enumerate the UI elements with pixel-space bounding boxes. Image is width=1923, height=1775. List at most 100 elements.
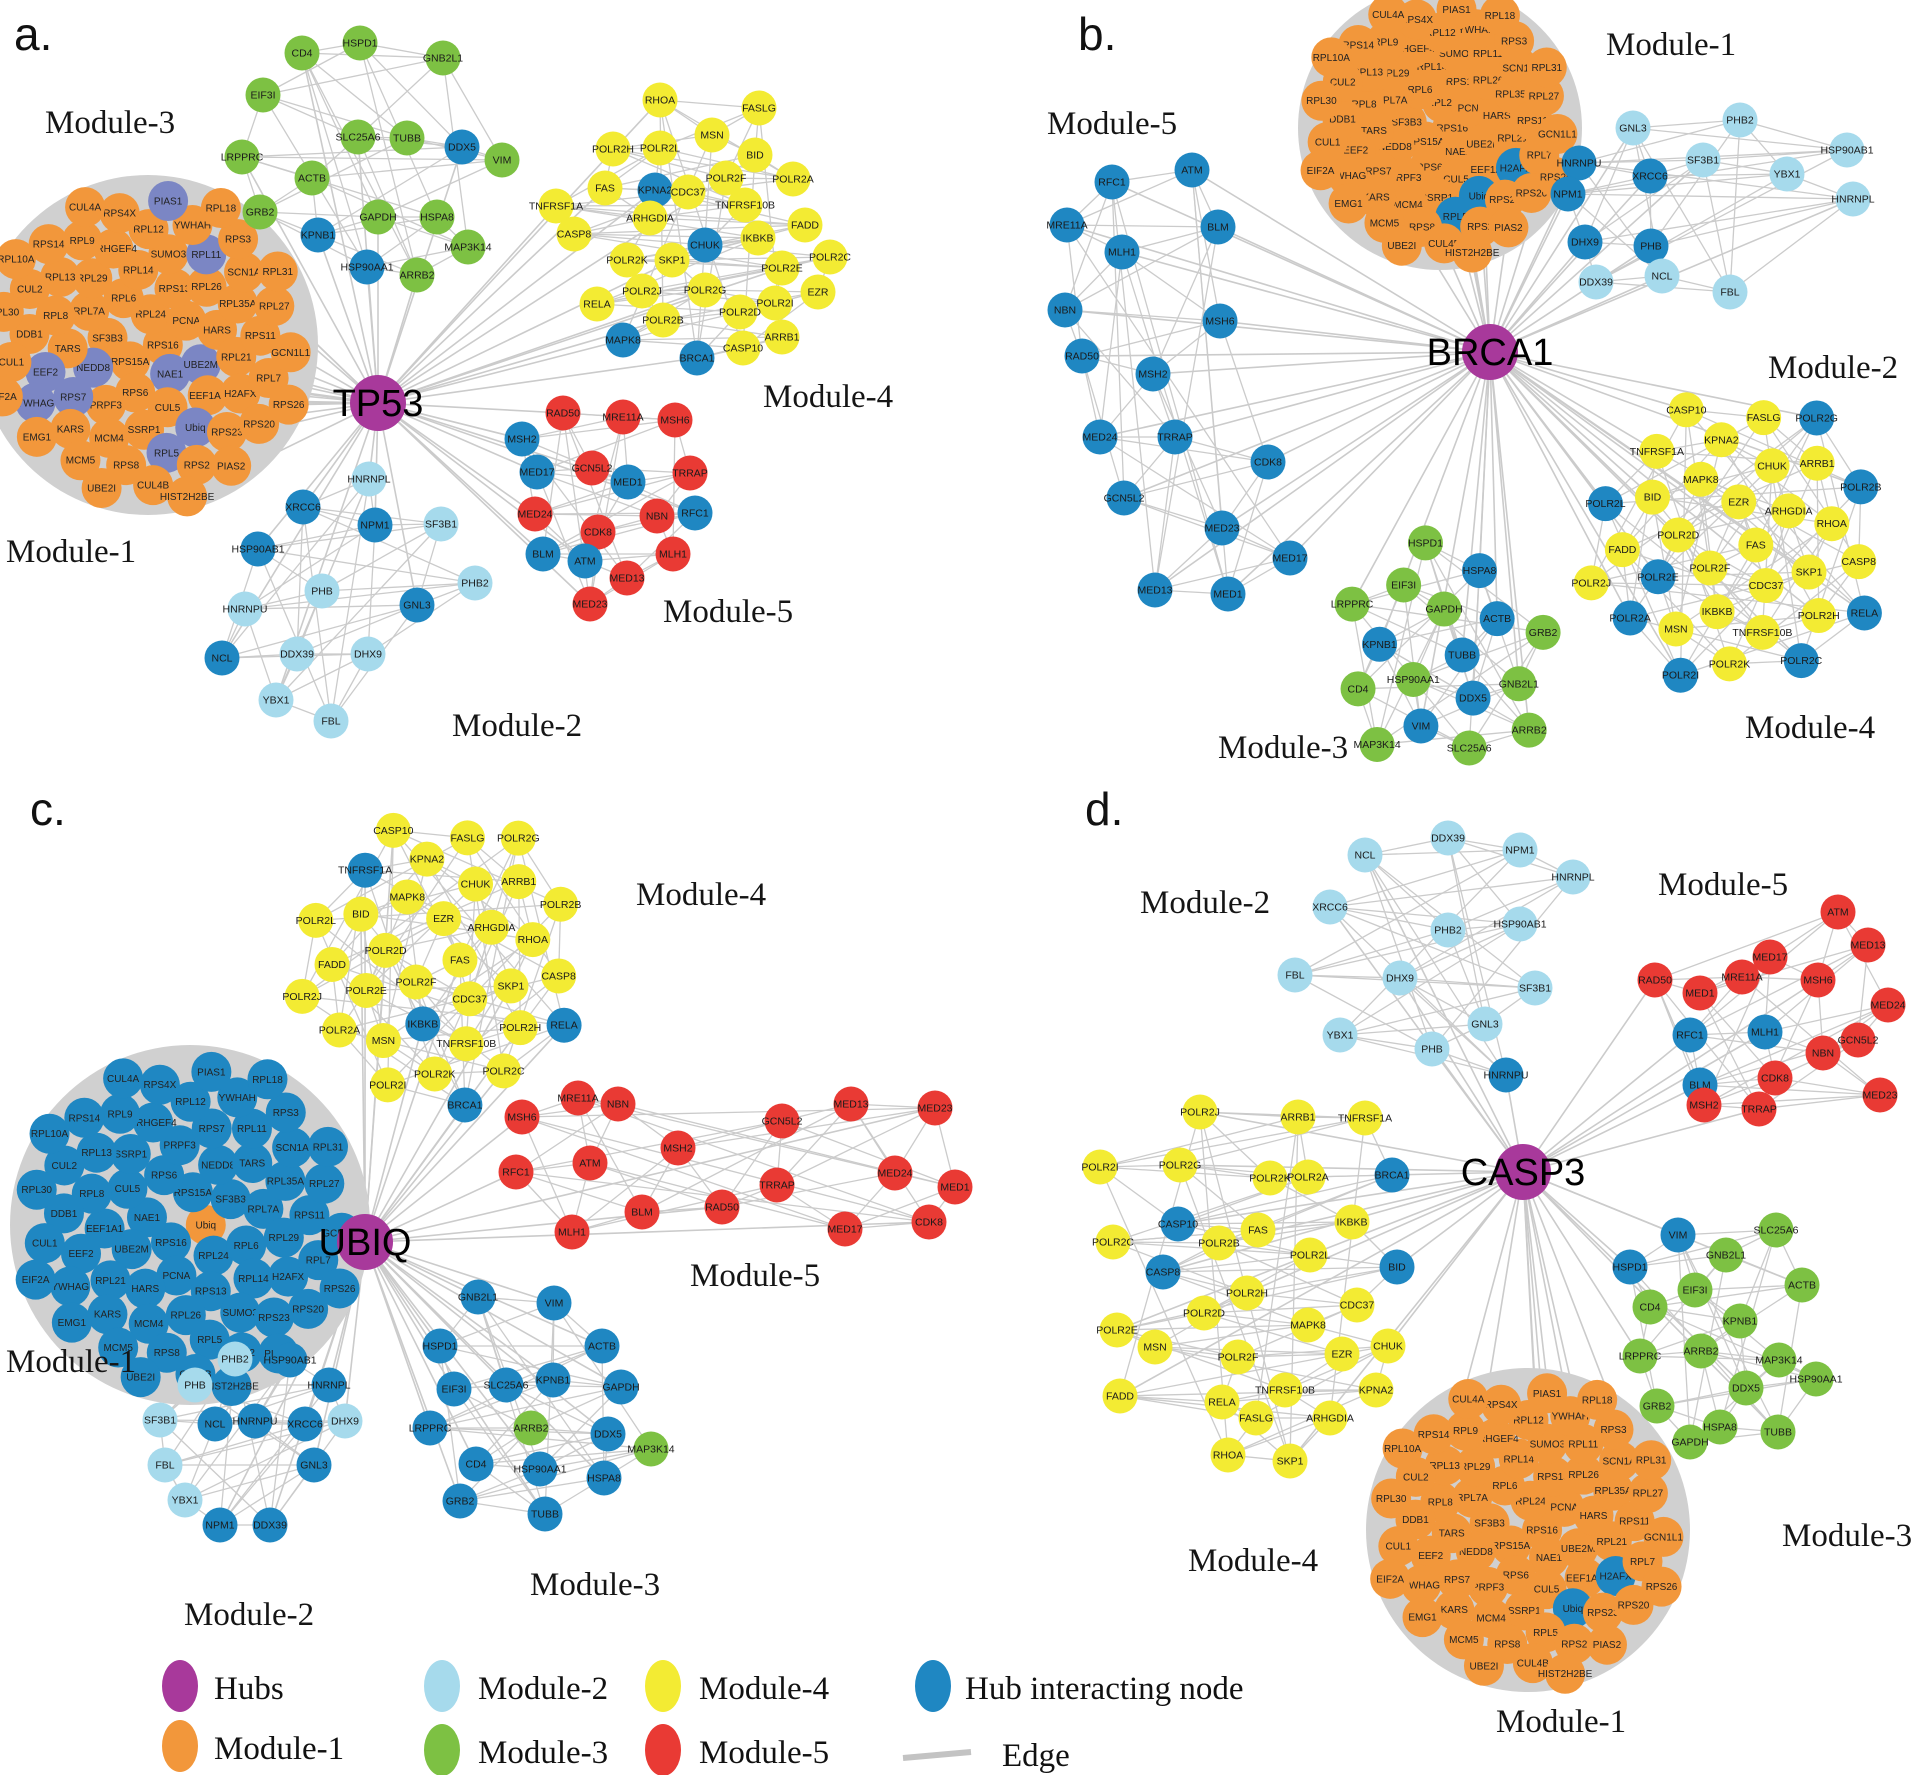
hub-edge: [1399, 977, 1524, 1173]
edge: [536, 419, 676, 473]
node-label-RPS15A: RPS15A: [111, 357, 150, 368]
hub-edge: [1522, 979, 1656, 1173]
edge: [1649, 173, 1788, 177]
edge: [415, 981, 466, 1106]
node-TNFRSF10B: [448, 1026, 484, 1062]
node-label-Ubiq: Ubiq: [1563, 1604, 1584, 1615]
node-YWHAG: [50, 1266, 91, 1307]
node-label-MSH2: MSH2: [1138, 369, 1167, 381]
node-MRE11A: [1049, 207, 1085, 243]
node-label-EEF1A1: EEF1A1: [1566, 1573, 1604, 1584]
node-RPS14: [64, 1097, 105, 1138]
hub-edge: [364, 1024, 565, 1243]
node-BRCA1: [679, 340, 715, 376]
node-FASLG: [1746, 400, 1782, 436]
edge: [1595, 149, 1848, 283]
node-MSN: [694, 117, 730, 153]
node-CDC37: [1748, 567, 1784, 603]
node-label-MSH6: MSH6: [507, 1112, 536, 1124]
node-label-TARS: TARS: [1439, 1529, 1465, 1540]
node-TARS: [232, 1143, 273, 1184]
node-label-EIF3I: EIF3I: [1391, 579, 1416, 591]
node-MED17: [827, 1211, 863, 1247]
node-POLR2K: [609, 242, 645, 278]
node-label-SCN1A: SCN1A: [275, 1143, 309, 1154]
legend-label-m1: Module-1: [214, 1731, 344, 1767]
edge: [1351, 603, 1463, 656]
node-YWHAG: [1401, 1564, 1442, 1605]
edge: [1677, 1234, 1691, 1443]
node-NCL: [1347, 837, 1383, 873]
edge: [696, 177, 727, 359]
node-label-GNL3: GNL3: [300, 1460, 328, 1472]
node-label-GAPDH: GAPDH: [602, 1382, 639, 1394]
node-MED17: [519, 454, 555, 490]
edge: [317, 146, 463, 236]
node-label-RPL14: RPL14: [1503, 1454, 1534, 1465]
node-label-HNRNPL: HNRNPL: [1831, 194, 1874, 206]
edge: [1112, 1241, 1220, 1244]
node-label-CASP10: CASP10: [1158, 1219, 1198, 1231]
node-POLR2G: [687, 272, 723, 308]
node-label-ACTB: ACTB: [588, 1341, 616, 1353]
hub-edge: [1227, 351, 1491, 595]
node-RHOA: [642, 82, 678, 118]
node-label-NEDD8: NEDD8: [1378, 142, 1412, 153]
node-label-KARS: KARS: [1441, 1605, 1469, 1616]
labels-a: Module-1 Module-3 Module-4 Module-2 Module-5…: [6, 8, 893, 744]
node-label-NAE1: NAE1: [1536, 1553, 1563, 1564]
node-RPL27: [304, 1163, 345, 1204]
node-label-SCN1A: SCN1A: [1603, 1456, 1637, 1467]
node-label-ARHGDIA: ARHGDIA: [626, 213, 674, 225]
node-label-HNRNPU: HNRNPU: [1557, 158, 1602, 170]
node-label-RELA: RELA: [550, 1020, 577, 1032]
node-ARHGDIA: [1771, 493, 1807, 529]
edge: [1329, 906, 1521, 925]
node-UBE2I: [120, 1357, 161, 1398]
node-label-TUBB: TUBB: [1448, 650, 1476, 662]
node-label-RPL24: RPL24: [1515, 1496, 1546, 1507]
node-label-RPL5: RPL5: [154, 448, 179, 459]
hub-edge: [1177, 1171, 1524, 1225]
hub-edge: [317, 234, 379, 404]
node-label-RPL30: RPL30: [21, 1185, 52, 1196]
edge: [577, 1097, 643, 1213]
edge: [1294, 974, 1433, 1050]
node-CUL2: [44, 1145, 85, 1186]
edge: [257, 548, 476, 584]
node-GNL3: [1615, 110, 1651, 146]
edge: [1632, 127, 1848, 151]
node-label-POLR2A: POLR2A: [319, 1024, 360, 1036]
node-RFC1: [498, 1154, 534, 1190]
node-BLM: [1200, 209, 1236, 245]
edge: [244, 524, 376, 610]
node-POLR2A: [321, 1012, 357, 1048]
node-label-RFC1: RFC1: [1098, 177, 1126, 189]
node-label-POLR2J: POLR2J: [622, 286, 662, 298]
node-UBE2I: [1381, 225, 1422, 266]
node-label-RHOA: RHOA: [645, 95, 675, 107]
node-HARS: [125, 1268, 166, 1309]
node-RPS8: [146, 1332, 187, 1373]
node-HIST2H2BE: [167, 476, 208, 517]
node-label-MSH2: MSH2: [663, 1143, 692, 1155]
nodes-a: RPS16 RPS15A RPL24 NAE1 SF3B3 PCNA RPS6 RPL6 UBE…: [0, 25, 851, 739]
node-MLH1: [554, 1214, 590, 1250]
node-label-POLR2C: POLR2C: [483, 1065, 525, 1077]
node-label-RPL8: RPL8: [79, 1189, 104, 1200]
edge: [1591, 582, 1767, 587]
edge: [415, 981, 565, 1026]
node-MED24: [517, 496, 553, 532]
edge: [359, 42, 418, 276]
node-IKBKB: [1334, 1204, 1370, 1240]
node-TRRAP: [759, 1167, 795, 1203]
node-label-RPS23: RPS23: [211, 428, 243, 439]
node-RPL9: [62, 220, 103, 261]
module-label-a-Module-5: Module-5: [663, 594, 793, 630]
node-MAPK8: [605, 322, 641, 358]
node-CHUK: [1754, 448, 1790, 484]
node-label-NBN: NBN: [1812, 1048, 1834, 1060]
node-EIF2A: [15, 1259, 56, 1300]
node-EZR: [426, 901, 462, 937]
hub-node-BRCA1: [1462, 324, 1518, 380]
